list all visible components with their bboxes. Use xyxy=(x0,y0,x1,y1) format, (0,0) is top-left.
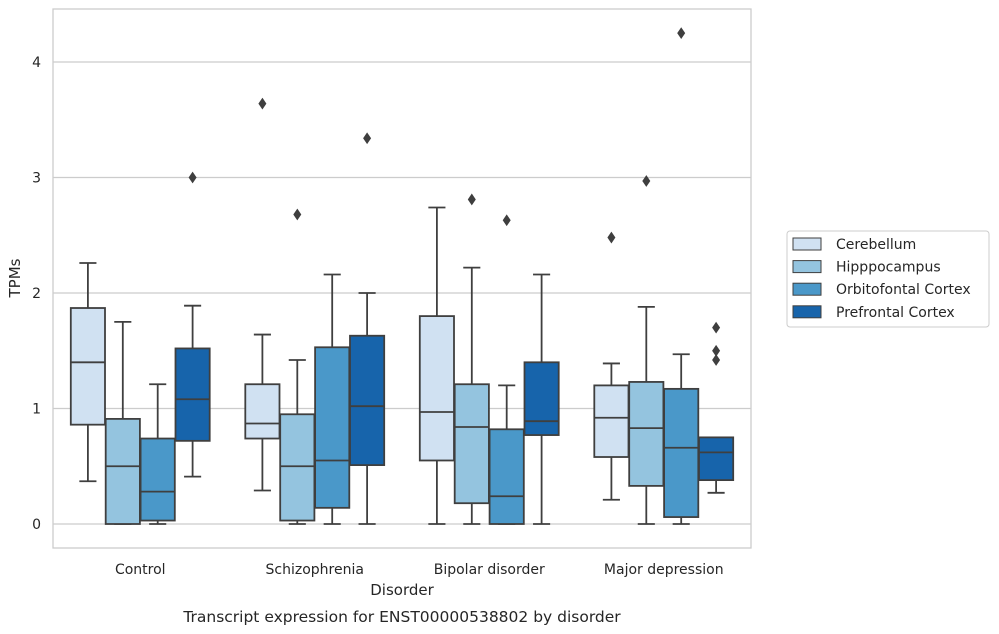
grid-lines xyxy=(53,61,751,525)
outlier-point xyxy=(712,344,721,357)
box-body xyxy=(593,384,630,458)
legend-swatch xyxy=(792,260,822,274)
y-tick-labels: 0 1 2 3 4 xyxy=(32,55,41,533)
box-body xyxy=(349,334,386,466)
outlier-point xyxy=(712,354,721,366)
legend-frame xyxy=(786,230,990,328)
box xyxy=(104,320,141,525)
legend-label: Cerebellum xyxy=(836,237,916,253)
box xyxy=(663,27,700,525)
y-tick-label: 1 xyxy=(32,402,41,418)
legend-swatch xyxy=(792,305,822,319)
y-axis-title: TPMs xyxy=(6,258,24,298)
legend: Cerebellum Hipppocampus Orbitofontal Corte… xyxy=(786,230,990,328)
x-axis-title: Disorder xyxy=(370,581,434,599)
legend-label: Orbitofontal Cortex xyxy=(836,282,971,298)
outlier-point xyxy=(712,321,721,334)
outlier-point xyxy=(293,208,302,221)
outlier-point xyxy=(642,175,651,187)
box-body xyxy=(314,346,351,509)
outlier-point xyxy=(188,171,197,184)
box xyxy=(279,208,316,525)
box-body xyxy=(174,347,211,442)
box-body xyxy=(628,381,665,487)
box xyxy=(628,175,665,525)
box xyxy=(418,206,455,525)
category-group xyxy=(69,171,211,525)
y-tick-label: 2 xyxy=(32,286,41,302)
box-body xyxy=(698,436,735,482)
box xyxy=(698,321,735,494)
x-tick-label: Bipolar disorder xyxy=(434,562,545,578)
category-group xyxy=(244,97,386,525)
box-body xyxy=(453,383,490,505)
outlier-point xyxy=(467,193,476,206)
box-body xyxy=(279,413,316,522)
x-tick-label: Schizophrenia xyxy=(266,562,364,578)
box-body xyxy=(69,307,106,426)
box-groups xyxy=(69,27,735,525)
legend-swatch xyxy=(792,282,822,296)
chart-caption: Transcript expression for ENST0000053880… xyxy=(182,608,621,626)
outlier-point xyxy=(502,214,511,227)
box xyxy=(69,262,106,483)
y-tick-label: 4 xyxy=(32,55,41,71)
legend-label: Hipppocampus xyxy=(836,260,941,276)
legend-label: Prefrontal Cortex xyxy=(836,305,955,321)
box-body xyxy=(488,428,525,525)
x-tick-labels: Control Schizophrenia Bipolar disorder Majo… xyxy=(115,562,724,578)
box-body xyxy=(418,315,455,462)
y-tick-label: 3 xyxy=(32,171,41,187)
outlier-point xyxy=(607,231,616,244)
box xyxy=(174,171,211,478)
outlier-point xyxy=(363,132,372,145)
box xyxy=(244,97,281,492)
box-body xyxy=(104,417,141,525)
box xyxy=(349,132,386,525)
category-group xyxy=(418,193,560,525)
outlier-point xyxy=(677,27,686,40)
outlier-point xyxy=(258,97,267,110)
box-body xyxy=(523,361,560,436)
y-tick-label: 0 xyxy=(32,517,41,533)
box xyxy=(488,214,525,525)
box-body xyxy=(663,387,700,518)
box-body xyxy=(139,437,176,522)
category-group xyxy=(593,27,735,525)
plot-frame xyxy=(52,8,752,549)
box xyxy=(139,383,176,525)
x-tick-label: Major depression xyxy=(604,562,724,578)
box xyxy=(523,273,560,525)
legend-swatch xyxy=(792,237,822,251)
box-body xyxy=(244,383,281,440)
x-tick-label: Control xyxy=(115,562,166,578)
